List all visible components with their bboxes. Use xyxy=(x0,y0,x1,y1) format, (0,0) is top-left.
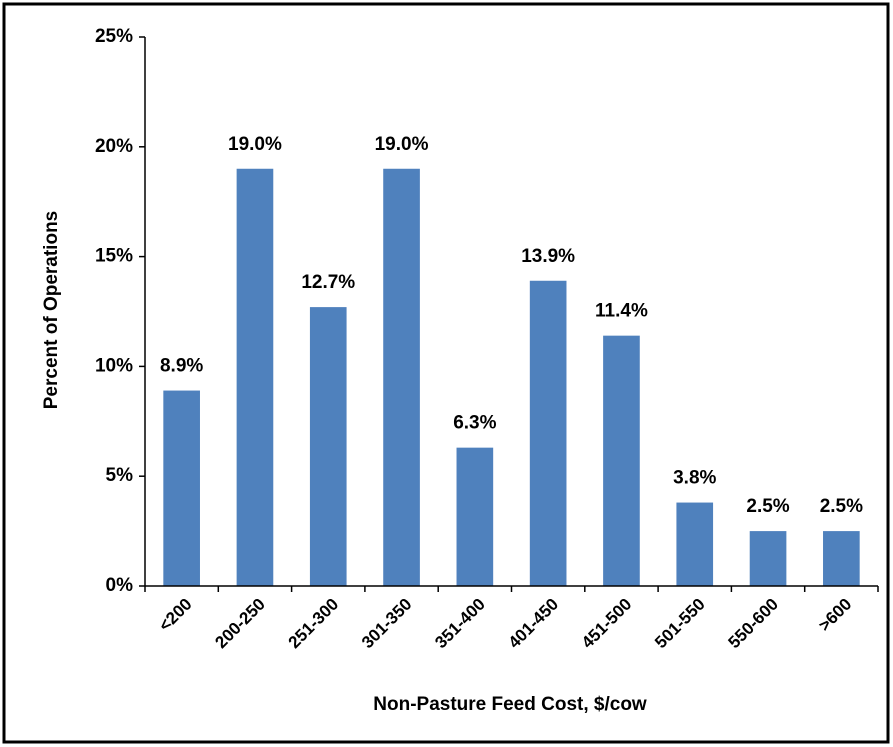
y-tick-label: 10% xyxy=(95,355,133,376)
value-label: 3.8% xyxy=(673,468,716,489)
y-tick-label: 5% xyxy=(106,465,134,486)
value-label: 2.5% xyxy=(820,496,863,517)
bar xyxy=(309,307,347,586)
value-label: 2.5% xyxy=(746,496,789,517)
value-label: 12.7% xyxy=(301,272,355,293)
y-axis-label: Percent of Operations xyxy=(41,211,62,410)
y-tick-label: 25% xyxy=(95,26,133,47)
value-label: 19.0% xyxy=(228,134,282,155)
value-label: 11.4% xyxy=(595,301,648,322)
y-tick-label: 0% xyxy=(106,575,134,596)
bar xyxy=(823,531,860,586)
value-label: 19.0% xyxy=(375,134,429,155)
x-axis-label: Non-Pasture Feed Cost, $/cow xyxy=(373,694,647,715)
bar xyxy=(676,502,714,586)
bar xyxy=(163,390,200,586)
bar xyxy=(529,280,567,586)
bar xyxy=(603,335,640,586)
value-label: 13.9% xyxy=(521,246,575,267)
value-label: 8.9% xyxy=(160,356,203,377)
bar xyxy=(749,531,787,586)
bar xyxy=(236,168,274,586)
bar xyxy=(383,168,420,586)
bar xyxy=(456,447,494,586)
y-tick-label: 15% xyxy=(95,246,133,267)
value-label: 6.3% xyxy=(453,413,496,434)
y-tick-label: 20% xyxy=(95,136,133,157)
